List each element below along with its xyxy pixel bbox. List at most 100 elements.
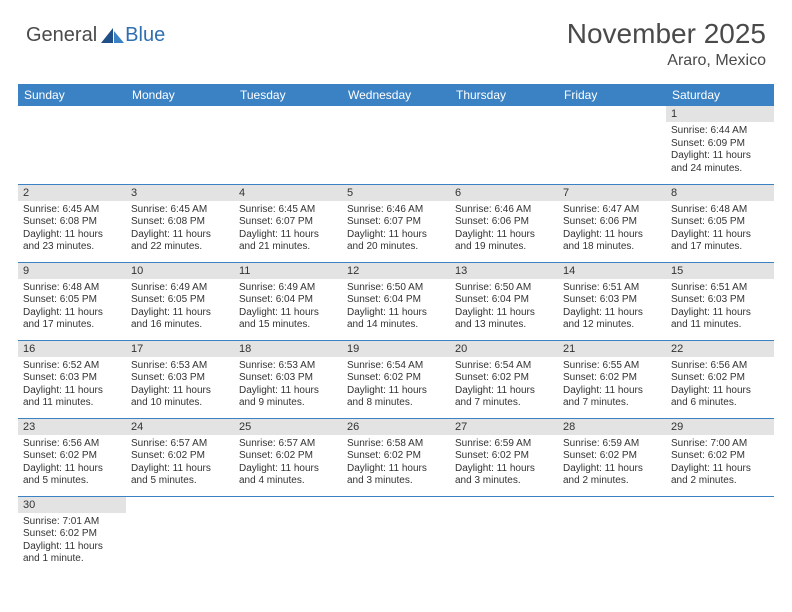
day-number-bar: 30	[18, 497, 126, 513]
day-content: Sunrise: 6:49 AMSunset: 6:04 PMDaylight:…	[234, 279, 342, 336]
day-content: Sunrise: 6:44 AMSunset: 6:09 PMDaylight:…	[666, 122, 774, 179]
sunrise-text: Sunrise: 6:46 AM	[455, 204, 553, 217]
sunrise-text: Sunrise: 6:51 AM	[563, 282, 661, 295]
daylight-text: Daylight: 11 hours and 8 minutes.	[347, 385, 445, 410]
day-number-bar: 29	[666, 419, 774, 435]
day-content: Sunrise: 6:53 AMSunset: 6:03 PMDaylight:…	[234, 357, 342, 414]
calendar-day-cell: 3Sunrise: 6:45 AMSunset: 6:08 PMDaylight…	[126, 184, 234, 262]
sunset-text: Sunset: 6:03 PM	[239, 372, 337, 385]
daylight-text: Daylight: 11 hours and 7 minutes.	[455, 385, 553, 410]
logo: General Blue	[26, 24, 165, 47]
day-content: Sunrise: 6:49 AMSunset: 6:05 PMDaylight:…	[126, 279, 234, 336]
day-number-bar: 11	[234, 263, 342, 279]
calendar-day-cell: 13 Sunrise: 6:50 AMSunset: 6:04 PMDayligh…	[450, 262, 558, 340]
sunrise-text: Sunrise: 6:56 AM	[23, 438, 121, 451]
day-content: Sunrise: 6:57 AMSunset: 6:02 PMDaylight:…	[234, 435, 342, 492]
calendar-day-cell: 10Sunrise: 6:49 AMSunset: 6:05 PMDayligh…	[126, 262, 234, 340]
day-number-bar: 22	[666, 341, 774, 357]
sunset-text: Sunset: 6:02 PM	[671, 372, 769, 385]
calendar-day-cell	[558, 496, 666, 574]
day-content: Sunrise: 6:48 AMSunset: 6:05 PMDaylight:…	[18, 279, 126, 336]
day-number-bar: 28	[558, 419, 666, 435]
day-number-bar	[342, 106, 450, 122]
day-number: 19	[347, 343, 359, 355]
daylight-text: Daylight: 11 hours and 24 minutes.	[671, 150, 769, 175]
calendar-day-cell	[234, 106, 342, 184]
day-number: 6	[455, 187, 461, 199]
sunrise-text: Sunrise: 6:45 AM	[131, 204, 229, 217]
daylight-text: Daylight: 11 hours and 16 minutes.	[131, 307, 229, 332]
day-number-bar: 7	[558, 185, 666, 201]
daylight-text: Daylight: 11 hours and 2 minutes.	[563, 463, 661, 488]
calendar-week-row: 1Sunrise: 6:44 AMSunset: 6:09 PMDaylight…	[18, 106, 774, 184]
location: Araro, Mexico	[567, 52, 766, 70]
day-content: Sunrise: 6:45 AMSunset: 6:07 PMDaylight:…	[234, 201, 342, 258]
sunset-text: Sunset: 6:03 PM	[563, 294, 661, 307]
sunset-text: Sunset: 6:06 PM	[563, 216, 661, 229]
sunrise-text: Sunrise: 6:49 AM	[239, 282, 337, 295]
calendar-day-cell: 16Sunrise: 6:52 AMSunset: 6:03 PMDayligh…	[18, 340, 126, 418]
calendar-week-row: 16Sunrise: 6:52 AMSunset: 6:03 PMDayligh…	[18, 340, 774, 418]
calendar-day-cell: 27Sunrise: 6:59 AMSunset: 6:02 PMDayligh…	[450, 418, 558, 496]
day-number: 7	[563, 187, 569, 199]
title-block: November 2025 Araro, Mexico	[567, 18, 766, 70]
calendar-day-cell: 9Sunrise: 6:48 AMSunset: 6:05 PMDaylight…	[18, 262, 126, 340]
day-number: 14	[563, 265, 575, 277]
daylight-text: Daylight: 11 hours and 23 minutes.	[23, 229, 121, 254]
daylight-text: Daylight: 11 hours and 20 minutes.	[347, 229, 445, 254]
calendar-day-cell: 4Sunrise: 6:45 AMSunset: 6:07 PMDaylight…	[234, 184, 342, 262]
sunrise-text: Sunrise: 6:44 AM	[671, 125, 769, 138]
sunrise-text: Sunrise: 6:47 AM	[563, 204, 661, 217]
logo-text-blue: Blue	[125, 24, 165, 47]
day-number: 17	[131, 343, 143, 355]
calendar-day-cell: 26Sunrise: 6:58 AMSunset: 6:02 PMDayligh…	[342, 418, 450, 496]
daylight-text: Daylight: 11 hours and 14 minutes.	[347, 307, 445, 332]
calendar-week-row: 30 Sunrise: 7:01 AMSunset: 6:02 PMDayligh…	[18, 496, 774, 574]
day-number-bar: 13	[450, 263, 558, 279]
sunset-text: Sunset: 6:02 PM	[347, 372, 445, 385]
calendar-day-cell: 11Sunrise: 6:49 AMSunset: 6:04 PMDayligh…	[234, 262, 342, 340]
day-content: Sunrise: 6:47 AMSunset: 6:06 PMDaylight:…	[558, 201, 666, 258]
calendar-day-cell: 28Sunrise: 6:59 AMSunset: 6:02 PMDayligh…	[558, 418, 666, 496]
day-number: 22	[671, 343, 683, 355]
day-number: 13	[455, 265, 467, 277]
day-content: Sunrise: 6:59 AMSunset: 6:02 PMDaylight:…	[558, 435, 666, 492]
sunset-text: Sunset: 6:05 PM	[671, 216, 769, 229]
weekday-header: Friday	[558, 84, 666, 106]
day-content: Sunrise: 7:01 AMSunset: 6:02 PMDaylight:…	[18, 513, 126, 570]
day-content: Sunrise: 6:50 AMSunset: 6:04 PMDaylight:…	[450, 279, 558, 336]
sunrise-text: Sunrise: 6:53 AM	[239, 360, 337, 373]
day-number: 15	[671, 265, 683, 277]
weekday-header: Saturday	[666, 84, 774, 106]
day-content: Sunrise: 6:55 AMSunset: 6:02 PMDaylight:…	[558, 357, 666, 414]
daylight-text: Daylight: 11 hours and 3 minutes.	[455, 463, 553, 488]
weekday-header: Thursday	[450, 84, 558, 106]
day-content: Sunrise: 6:48 AMSunset: 6:05 PMDaylight:…	[666, 201, 774, 258]
sunrise-text: Sunrise: 6:46 AM	[347, 204, 445, 217]
sunrise-text: Sunrise: 6:59 AM	[455, 438, 553, 451]
sunrise-text: Sunrise: 6:50 AM	[347, 282, 445, 295]
daylight-text: Daylight: 11 hours and 17 minutes.	[671, 229, 769, 254]
day-number-bar: 9	[18, 263, 126, 279]
daylight-text: Daylight: 11 hours and 7 minutes.	[563, 385, 661, 410]
sunrise-text: Sunrise: 6:54 AM	[347, 360, 445, 373]
calendar-day-cell	[18, 106, 126, 184]
sunset-text: Sunset: 6:02 PM	[347, 450, 445, 463]
day-number-bar: 17	[126, 341, 234, 357]
weekday-header: Sunday	[18, 84, 126, 106]
sunrise-text: Sunrise: 6:55 AM	[563, 360, 661, 373]
daylight-text: Daylight: 11 hours and 12 minutes.	[563, 307, 661, 332]
calendar-day-cell: 15Sunrise: 6:51 AMSunset: 6:03 PMDayligh…	[666, 262, 774, 340]
daylight-text: Daylight: 11 hours and 1 minute.	[23, 541, 121, 566]
day-number: 2	[23, 187, 29, 199]
day-number: 30	[23, 499, 35, 511]
sunrise-text: Sunrise: 6:48 AM	[671, 204, 769, 217]
calendar-day-cell: 23Sunrise: 6:56 AMSunset: 6:02 PMDayligh…	[18, 418, 126, 496]
sunset-text: Sunset: 6:08 PM	[23, 216, 121, 229]
sunset-text: Sunset: 6:08 PM	[131, 216, 229, 229]
sunset-text: Sunset: 6:04 PM	[347, 294, 445, 307]
sunset-text: Sunset: 6:07 PM	[347, 216, 445, 229]
sunset-text: Sunset: 6:02 PM	[131, 450, 229, 463]
day-number-bar: 20	[450, 341, 558, 357]
sunset-text: Sunset: 6:04 PM	[455, 294, 553, 307]
